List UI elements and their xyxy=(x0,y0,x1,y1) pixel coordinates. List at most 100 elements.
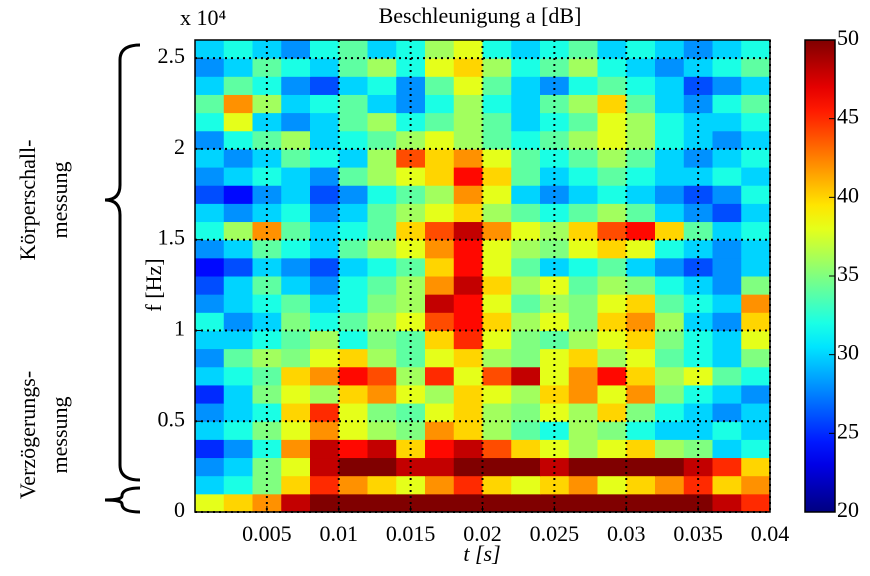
cell xyxy=(367,294,397,313)
cell xyxy=(453,493,483,513)
cell xyxy=(741,403,771,422)
annotation: messung xyxy=(47,397,72,474)
colorbar-tick-label: 35 xyxy=(837,261,859,286)
cell xyxy=(626,40,656,59)
cell xyxy=(655,421,685,440)
cell xyxy=(741,221,771,241)
cell xyxy=(655,475,685,495)
cell xyxy=(741,94,771,114)
cell xyxy=(223,203,253,223)
x-tick-label: 0.01 xyxy=(320,521,359,546)
y-tick-label: 0 xyxy=(174,497,185,522)
cell xyxy=(223,493,253,513)
cell xyxy=(367,403,397,422)
cell xyxy=(252,348,282,368)
cell xyxy=(310,94,340,114)
cell xyxy=(223,294,253,313)
cell xyxy=(425,366,455,386)
cell xyxy=(712,185,742,204)
cell xyxy=(511,439,541,459)
cell xyxy=(281,403,311,422)
cell xyxy=(396,148,426,168)
cell xyxy=(568,439,598,459)
cell xyxy=(511,94,541,114)
cell xyxy=(367,348,397,368)
cell xyxy=(655,167,685,186)
cell xyxy=(482,403,512,422)
cell xyxy=(195,40,225,59)
cell xyxy=(338,76,368,95)
cell xyxy=(425,94,455,114)
cell xyxy=(425,276,455,295)
cell xyxy=(626,130,656,150)
cell xyxy=(683,167,713,186)
cell xyxy=(741,366,771,386)
cell xyxy=(425,112,455,132)
x-tick-label: 0.025 xyxy=(530,521,580,546)
cell xyxy=(482,167,512,186)
cell xyxy=(482,439,512,459)
cell xyxy=(338,276,368,295)
cell xyxy=(338,403,368,422)
cell xyxy=(655,457,685,477)
cell xyxy=(712,76,742,95)
cell xyxy=(252,330,282,350)
cell xyxy=(655,148,685,168)
cell xyxy=(482,366,512,386)
cell xyxy=(597,185,627,204)
cell xyxy=(252,185,282,204)
cell xyxy=(281,330,311,350)
cell xyxy=(568,76,598,95)
cell xyxy=(453,221,483,241)
cell xyxy=(281,239,311,259)
cell xyxy=(482,330,512,350)
cell xyxy=(683,185,713,204)
cell xyxy=(453,239,483,259)
cell xyxy=(425,475,455,495)
cell xyxy=(453,130,483,150)
cell xyxy=(597,312,627,331)
cell xyxy=(712,203,742,223)
cell xyxy=(252,312,282,331)
cell xyxy=(310,475,340,495)
cell xyxy=(540,76,570,95)
cell xyxy=(453,366,483,386)
cell xyxy=(482,203,512,223)
cell xyxy=(310,421,340,440)
cell xyxy=(712,384,742,404)
cell xyxy=(281,94,311,114)
cell xyxy=(396,40,426,59)
cell xyxy=(597,384,627,404)
cell xyxy=(310,185,340,204)
cell xyxy=(626,312,656,331)
cell xyxy=(655,366,685,386)
cell xyxy=(338,167,368,186)
cell xyxy=(252,58,282,77)
cell xyxy=(367,58,397,77)
cell xyxy=(396,58,426,77)
cell xyxy=(712,257,742,277)
cell xyxy=(655,185,685,204)
cell xyxy=(252,239,282,259)
cell xyxy=(482,312,512,331)
cell xyxy=(597,203,627,223)
y-tick-label: 2 xyxy=(174,134,185,159)
cell xyxy=(281,40,311,59)
cell xyxy=(741,384,771,404)
cell xyxy=(626,112,656,132)
cell xyxy=(223,40,253,59)
colorbar-tick-label: 25 xyxy=(837,418,859,443)
cell xyxy=(223,384,253,404)
cell xyxy=(281,493,311,513)
cell xyxy=(626,403,656,422)
cell xyxy=(597,348,627,368)
cell xyxy=(741,439,771,459)
cell xyxy=(511,312,541,331)
cell xyxy=(310,239,340,259)
cell xyxy=(655,239,685,259)
cell xyxy=(396,94,426,114)
cell xyxy=(310,130,340,150)
cell xyxy=(568,348,598,368)
cell xyxy=(511,76,541,95)
cell xyxy=(310,348,340,368)
